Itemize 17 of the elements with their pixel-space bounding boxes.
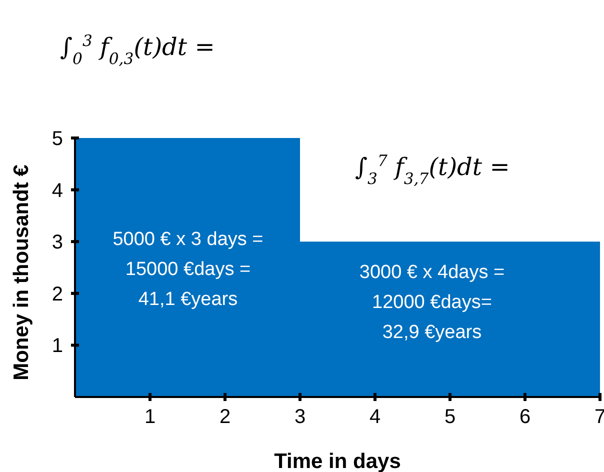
x-tick-label: 2 [219, 406, 231, 428]
y-tick-label: 1 [52, 335, 63, 358]
x-axis-title: Time in days [274, 450, 401, 472]
y-tick-label: 3 [52, 232, 63, 254]
y-tick-label: 5 [52, 128, 63, 150]
x-tick-label: 3 [294, 406, 306, 428]
y-tick-label: 4 [52, 180, 63, 202]
annotation: 3000 € x 4days = 12000 €days= 32,9 €years [359, 262, 505, 343]
text: ∫$_{0}$$^{3}$ f$_{0,3}$(t)dt = [60, 32, 215, 68]
x-tick-label: 1 [144, 406, 156, 428]
x-tick-label: 5 [444, 406, 456, 428]
annotation: 5000 € x 3 days = 15000 €days = 41,1 €years [112, 229, 264, 310]
x-tick-label: 6 [519, 406, 531, 428]
annotation: ∫$_{3}$$^{7}$ f$_{3,7}$(t)dt = [355, 152, 510, 188]
y-tick-label: 2 [52, 283, 63, 306]
y-axis-title: Money in thousandt € [10, 164, 33, 380]
x-tick-label: 4 [369, 406, 381, 428]
